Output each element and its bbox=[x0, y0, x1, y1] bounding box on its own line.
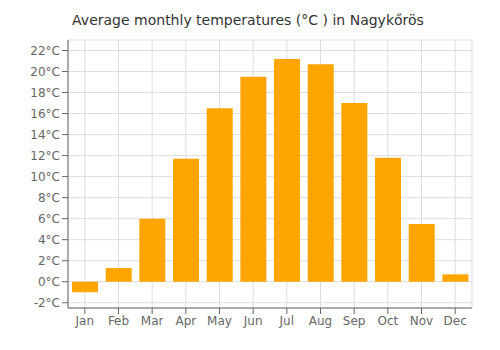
svg-text:Oct: Oct bbox=[377, 314, 398, 328]
svg-text:Jul: Jul bbox=[279, 314, 294, 328]
svg-text:Jan: Jan bbox=[75, 314, 95, 328]
svg-text:8°C: 8°C bbox=[38, 191, 60, 205]
svg-text:Nov: Nov bbox=[410, 314, 433, 328]
svg-text:Mar: Mar bbox=[141, 314, 164, 328]
svg-text:May: May bbox=[207, 314, 232, 328]
html-text:Average monthly temperatures (: Average monthly temperatures (°C ) in Na… bbox=[72, 12, 424, 28]
svg-text:Aug: Aug bbox=[309, 314, 332, 328]
svg-text:Sep: Sep bbox=[343, 314, 366, 328]
svg-text:18°C: 18°C bbox=[30, 86, 60, 100]
svg-text:4°C: 4°C bbox=[38, 233, 60, 247]
svg-text:0°C: 0°C bbox=[38, 275, 60, 289]
svg-text:Apr: Apr bbox=[175, 314, 196, 328]
svg-text:20°C: 20°C bbox=[30, 65, 60, 79]
svg-text:10°C: 10°C bbox=[30, 170, 60, 184]
svg-text:Jun: Jun bbox=[243, 314, 263, 328]
svg-text:Dec: Dec bbox=[444, 314, 467, 328]
svg-text:6°C: 6°C bbox=[38, 212, 60, 226]
svg-text:16°C: 16°C bbox=[30, 107, 60, 121]
svg-text:12°C: 12°C bbox=[30, 149, 60, 163]
svg-text:14°C: 14°C bbox=[30, 128, 60, 142]
svg-text:Feb: Feb bbox=[108, 314, 129, 328]
svg-text:-2°C: -2°C bbox=[34, 296, 60, 310]
svg-text:22°C: 22°C bbox=[30, 44, 60, 58]
svg-text:2°C: 2°C bbox=[38, 254, 60, 268]
